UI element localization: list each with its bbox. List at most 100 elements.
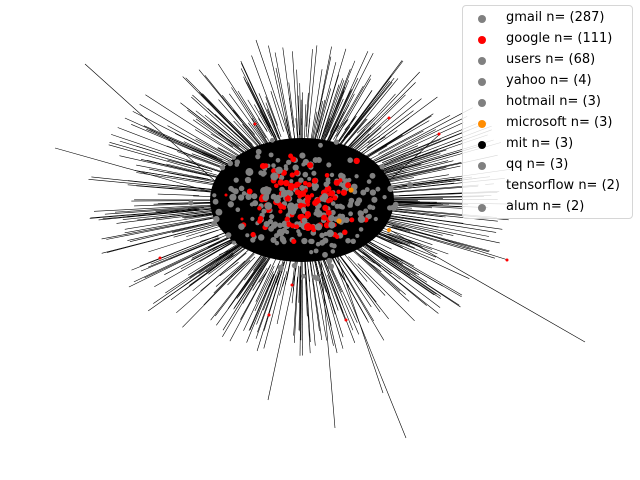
edge bbox=[305, 92, 309, 127]
node-other bbox=[297, 231, 303, 237]
edge bbox=[401, 215, 464, 224]
edge bbox=[191, 153, 225, 166]
edge bbox=[385, 162, 462, 180]
edge bbox=[182, 253, 255, 328]
node-other bbox=[373, 216, 378, 222]
legend-marker-hotmail bbox=[478, 99, 486, 107]
node-google bbox=[253, 122, 257, 126]
edge bbox=[252, 260, 267, 280]
node-other bbox=[270, 172, 279, 181]
node-other bbox=[287, 190, 294, 197]
node-google bbox=[259, 163, 267, 170]
node-other bbox=[357, 210, 363, 216]
node-other bbox=[245, 233, 250, 238]
node-other bbox=[212, 198, 219, 205]
edge bbox=[333, 78, 399, 157]
edge bbox=[347, 246, 410, 302]
node-other bbox=[291, 262, 298, 269]
edge bbox=[337, 71, 420, 159]
node-other bbox=[272, 221, 279, 228]
edge bbox=[382, 208, 498, 222]
node-google bbox=[257, 218, 263, 224]
edge bbox=[308, 268, 311, 282]
edge bbox=[285, 259, 292, 285]
node-other bbox=[281, 221, 287, 228]
edge bbox=[389, 202, 444, 205]
node-other bbox=[330, 201, 336, 206]
edge bbox=[348, 256, 386, 296]
node-other bbox=[323, 181, 330, 188]
node-google bbox=[294, 170, 300, 176]
legend-entry-google: google n= (111) bbox=[463, 30, 634, 50]
edge bbox=[227, 256, 256, 286]
node-other bbox=[238, 185, 245, 192]
edge bbox=[333, 74, 372, 140]
node-other bbox=[367, 204, 373, 210]
legend-label-users: users n= (68) bbox=[506, 52, 596, 67]
edge bbox=[347, 82, 416, 150]
node-google bbox=[322, 204, 329, 211]
edge bbox=[348, 81, 393, 136]
node-other bbox=[270, 195, 276, 200]
node-other bbox=[327, 263, 334, 270]
node-other bbox=[215, 208, 223, 216]
edge bbox=[127, 184, 211, 192]
node-other bbox=[314, 223, 323, 231]
edge bbox=[218, 249, 233, 256]
edge bbox=[244, 79, 274, 136]
edge bbox=[219, 262, 239, 277]
edge bbox=[293, 276, 298, 336]
edge bbox=[299, 258, 302, 356]
node-other bbox=[232, 188, 239, 195]
edge bbox=[358, 239, 428, 283]
node-other bbox=[309, 238, 315, 245]
legend-label-yahoo: yahoo n= (4) bbox=[506, 73, 592, 88]
edge bbox=[298, 265, 301, 331]
node-other bbox=[289, 179, 294, 184]
legend-label-microsoft: microsoft n= (3) bbox=[506, 115, 613, 130]
node-other bbox=[275, 166, 283, 175]
node-other bbox=[301, 207, 307, 213]
node-other bbox=[225, 232, 232, 238]
node-other bbox=[229, 193, 237, 201]
node-other bbox=[339, 213, 346, 219]
node-google bbox=[387, 116, 391, 120]
node-other bbox=[244, 176, 252, 184]
edge bbox=[365, 130, 424, 162]
node-google bbox=[257, 206, 262, 211]
node-other bbox=[322, 251, 328, 258]
node-google bbox=[340, 189, 348, 196]
node-other bbox=[296, 198, 303, 204]
node-microsoft bbox=[387, 228, 391, 232]
node-other bbox=[261, 208, 267, 214]
edge bbox=[387, 226, 411, 232]
node-other bbox=[379, 164, 385, 170]
node-other bbox=[251, 193, 258, 200]
edge bbox=[109, 142, 213, 172]
outlier-edge bbox=[379, 219, 509, 261]
legend-marker-yahoo bbox=[478, 78, 486, 86]
node-other bbox=[245, 168, 254, 176]
node-other bbox=[369, 172, 376, 179]
edge bbox=[240, 68, 271, 128]
edge bbox=[378, 145, 419, 163]
edge bbox=[144, 234, 236, 279]
node-other bbox=[326, 257, 333, 264]
node-other bbox=[392, 201, 399, 208]
edge bbox=[265, 96, 282, 138]
node-other bbox=[292, 164, 299, 171]
edge bbox=[257, 268, 281, 333]
legend: gmail n= (287) google n= (111) users n= … bbox=[462, 5, 633, 219]
node-other bbox=[212, 193, 217, 198]
node-other bbox=[227, 160, 234, 167]
legend-entry-mit: mit n= (3) bbox=[463, 135, 634, 155]
edge bbox=[127, 220, 219, 241]
node-other bbox=[355, 233, 360, 238]
legend-marker-alum bbox=[478, 204, 486, 212]
edge bbox=[304, 250, 311, 354]
node-other bbox=[312, 185, 318, 191]
node-other bbox=[345, 237, 351, 244]
outlier-edge bbox=[267, 249, 301, 401]
node-other bbox=[366, 179, 372, 184]
edge bbox=[295, 118, 299, 142]
